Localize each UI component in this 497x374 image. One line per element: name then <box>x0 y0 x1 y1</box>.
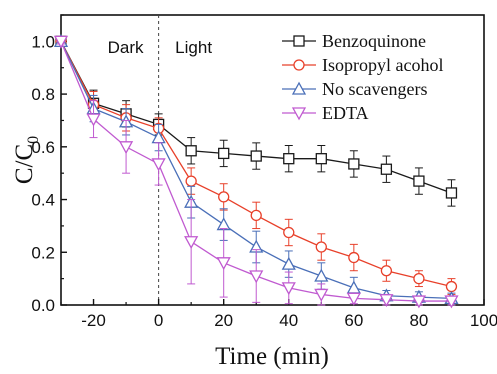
data-point <box>216 257 231 271</box>
data-point <box>118 141 134 155</box>
data-point <box>444 295 459 309</box>
data-point <box>413 272 425 285</box>
data-point <box>218 147 230 160</box>
data-point <box>445 280 458 293</box>
data-point <box>281 282 296 296</box>
y-tick-label: 0.2 <box>31 243 55 262</box>
y-tick-label: 0.4 <box>31 191 55 210</box>
legend-marker <box>293 35 305 47</box>
legend-label: Isopropyl acohol <box>322 55 443 75</box>
legend-marker <box>293 59 305 71</box>
x-tick-label: 100 <box>470 311 497 330</box>
data-point <box>250 209 262 222</box>
data-point <box>86 113 101 127</box>
legend-label: Benzoquinone <box>322 31 426 51</box>
data-point <box>250 150 262 162</box>
data-point <box>283 226 295 239</box>
x-tick-label: 60 <box>344 311 363 330</box>
series-edta <box>53 35 459 309</box>
legend-entry: No scavengers <box>282 79 427 99</box>
data-point <box>283 153 295 165</box>
x-tick-label: 0 <box>154 311 163 330</box>
legend-entry: EDTA <box>282 103 369 123</box>
y-tick-label: 0.0 <box>31 296 55 315</box>
y-axis-title-main: C/C <box>11 144 38 184</box>
data-point <box>411 295 427 309</box>
data-point <box>184 236 199 250</box>
data-point <box>151 158 166 172</box>
x-axis-title: Time (min) <box>215 343 329 370</box>
data-point <box>315 241 327 253</box>
legend-entry: Isopropyl acohol <box>282 55 443 75</box>
legend-marker <box>291 81 307 95</box>
data-point <box>185 145 197 157</box>
data-point <box>346 280 361 294</box>
x-tick-label: 80 <box>409 311 428 330</box>
legend-entry: Benzoquinone <box>282 31 426 51</box>
y-axis-title: C/C0 <box>11 136 42 184</box>
y-axis-title-sub: 0 <box>25 136 42 144</box>
data-point <box>216 217 231 231</box>
data-point <box>346 292 361 306</box>
data-point <box>379 294 394 308</box>
data-point <box>53 35 69 49</box>
series-layer <box>53 34 459 309</box>
x-tick-label: 40 <box>279 311 298 330</box>
data-point <box>281 256 296 270</box>
x-tick-label: 20 <box>214 311 233 330</box>
data-point <box>348 158 360 170</box>
plot-frame <box>60 14 485 306</box>
data-point <box>380 265 393 277</box>
data-point <box>249 270 264 284</box>
data-point <box>348 251 360 264</box>
data-point <box>314 288 329 302</box>
region-label-dark: Dark <box>108 38 144 57</box>
data-point <box>185 175 197 187</box>
data-point <box>445 187 458 199</box>
y-tick-label: 0.8 <box>31 85 55 104</box>
data-point <box>314 268 329 282</box>
x-tick-label: -20 <box>81 311 106 330</box>
data-point <box>151 130 166 144</box>
y-tick-label: 1.0 <box>31 32 55 51</box>
legend-label: No scavengers <box>322 79 427 99</box>
legend-label: EDTA <box>322 103 369 123</box>
data-point <box>315 153 327 165</box>
region-label-light: Light <box>175 38 212 57</box>
y-tick-label: 0.6 <box>31 138 55 157</box>
data-point <box>380 163 393 175</box>
legend: Benzoquinone Isopropyl acohol No scavenger… <box>282 31 443 123</box>
data-point <box>218 191 230 203</box>
data-point <box>413 175 425 187</box>
legend-marker <box>291 107 307 121</box>
